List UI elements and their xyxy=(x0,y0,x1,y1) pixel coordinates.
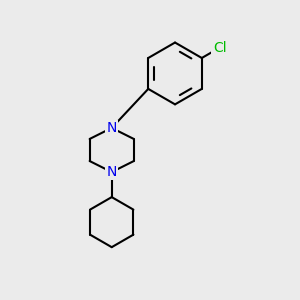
Text: Cl: Cl xyxy=(213,41,226,56)
Text: N: N xyxy=(106,121,117,135)
Text: N: N xyxy=(106,165,117,179)
